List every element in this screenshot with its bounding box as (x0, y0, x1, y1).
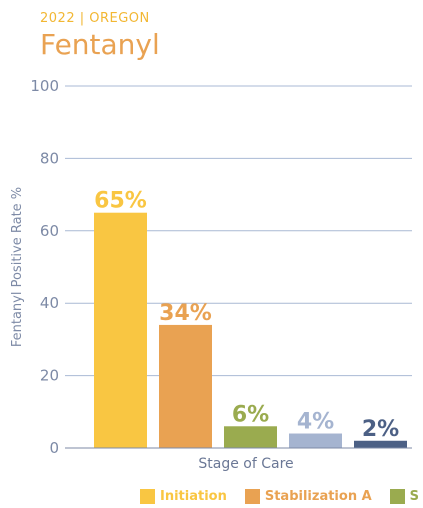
bar-value-label: 34% (159, 301, 212, 326)
legend-swatch (389, 489, 405, 504)
legend-item[interactable]: Initiation (140, 489, 227, 504)
chart-subtitle: 2022 | OREGON (40, 11, 150, 26)
legend-swatch (244, 489, 260, 504)
y-tick-label: 60 (40, 222, 59, 240)
y-tick-label: 40 (40, 294, 59, 312)
legend: Initiation Stabilization A S (140, 489, 423, 504)
legend-label: S (409, 489, 420, 504)
y-tick-label: 80 (40, 149, 59, 167)
y-tick-label: 20 (40, 367, 59, 385)
y-axis-ticks: 0 20 40 60 80 100 (30, 77, 59, 457)
y-tick-label: 100 (30, 77, 59, 95)
y-tick-label: 0 (49, 439, 59, 457)
bars (94, 212, 407, 448)
legend-item[interactable]: S (389, 489, 420, 504)
bar-value-label: 6% (232, 402, 269, 427)
bar (159, 324, 212, 448)
legend-item[interactable]: Stabilization A (244, 489, 372, 504)
y-axis-label: Fentanyl Positive Rate % (10, 187, 25, 347)
legend-label: Stabilization A (264, 489, 372, 504)
bar (289, 433, 342, 448)
chart-title: Fentanyl (40, 28, 160, 61)
bar-value-label: 2% (362, 417, 399, 442)
bar (224, 426, 277, 448)
bar (94, 212, 147, 448)
x-axis-label: Stage of Care (198, 456, 293, 472)
data-labels: 65% 34% 6% 4% 2% (94, 189, 399, 442)
bar-value-label: 65% (94, 189, 147, 214)
legend-label: Initiation (160, 489, 227, 504)
legend-swatch (140, 489, 155, 504)
bar (354, 440, 407, 448)
bar-value-label: 4% (297, 410, 334, 435)
